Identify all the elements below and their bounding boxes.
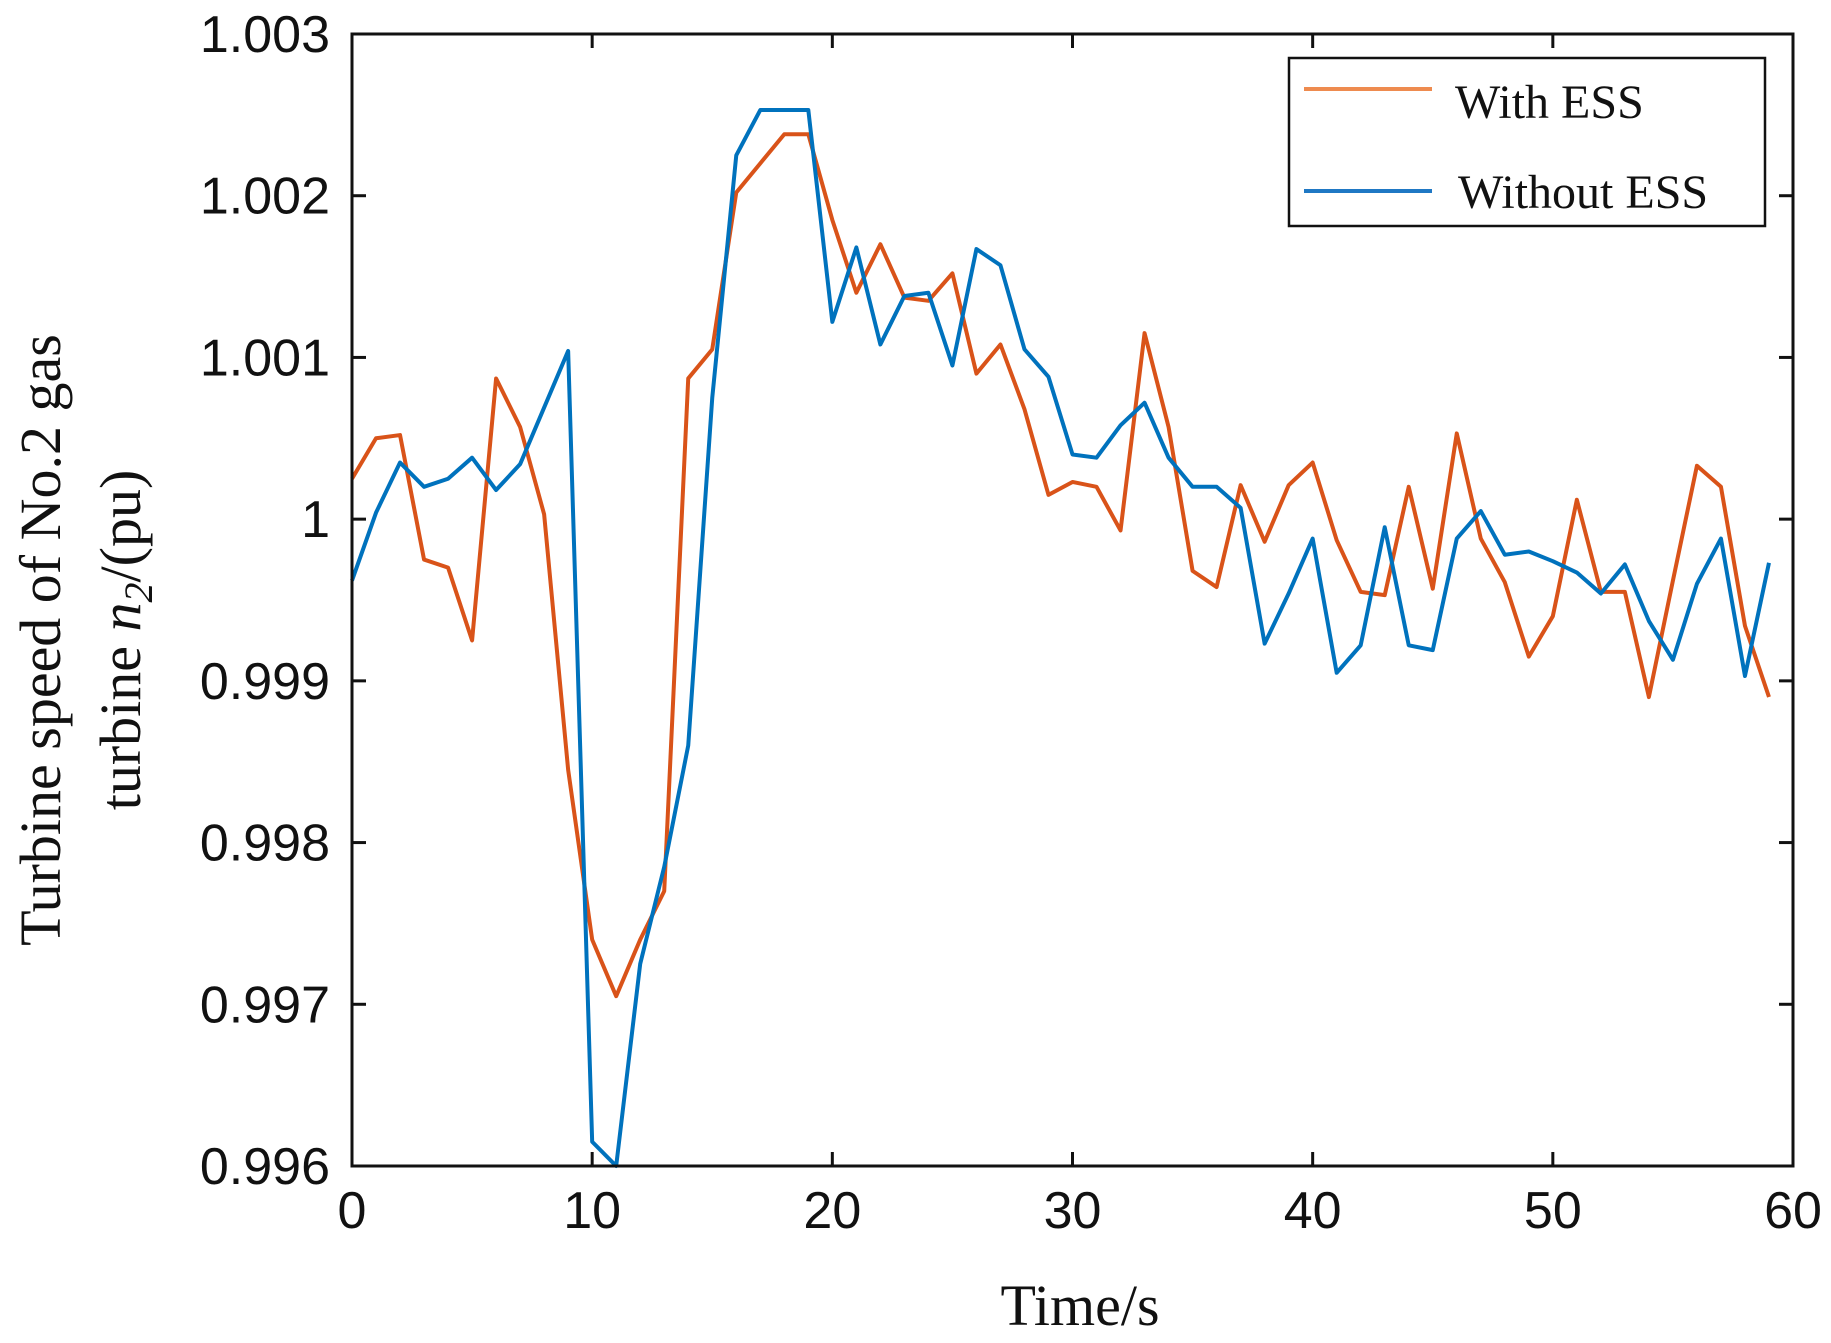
y-axis-title-variable: n xyxy=(88,602,153,631)
y-axis-title-subscript: 2 xyxy=(116,582,161,602)
y-tick-label: 0.996 xyxy=(200,1138,330,1196)
y-tick-label: 0.998 xyxy=(200,815,330,873)
y-tick-label: 0.999 xyxy=(200,653,330,711)
series-line-without-ess xyxy=(350,108,1771,1168)
series-line-with-ess xyxy=(350,132,1771,999)
tick-marks-and-labels: 0 10 20 30 40 50 60 0.996 0.997 0.998 0.999 1 1.001 1… xyxy=(200,6,1822,1240)
x-tick-label: 60 xyxy=(1764,1182,1822,1240)
series-lines xyxy=(350,108,1771,1168)
y-tick-label: 1 xyxy=(301,491,330,549)
y-axis-title-line2: turbine n2/(pu) xyxy=(88,470,161,811)
y-tick-label: 1.003 xyxy=(200,6,330,64)
x-axis-title: Time/s xyxy=(1000,1273,1159,1338)
y-axis-title-prefix: turbine xyxy=(88,631,153,810)
legend-box xyxy=(1287,56,1767,228)
y-axis-title-suffix: /(pu) xyxy=(88,470,153,583)
x-tick-label: 20 xyxy=(803,1182,861,1240)
legend: With ESS Without ESS xyxy=(1287,56,1767,228)
y-axis-title-line1: Turbine speed of No.2 gas xyxy=(8,334,73,946)
x-tick-label: 0 xyxy=(338,1182,367,1240)
legend-label-with-ess: With ESS xyxy=(1455,76,1644,129)
x-tick-label: 30 xyxy=(1044,1182,1102,1240)
y-tick-label: 1.002 xyxy=(200,168,330,226)
x-tick-label: 50 xyxy=(1524,1182,1582,1240)
y-tick-label: 1.001 xyxy=(200,329,330,387)
y-axis-title: Turbine speed of No.2 gas turbine n2/(pu… xyxy=(8,334,161,946)
x-tick-label: 10 xyxy=(563,1182,621,1240)
y-tick-label: 0.997 xyxy=(200,976,330,1034)
x-tick-label: 40 xyxy=(1284,1182,1342,1240)
legend-label-without-ess: Without ESS xyxy=(1458,166,1708,219)
